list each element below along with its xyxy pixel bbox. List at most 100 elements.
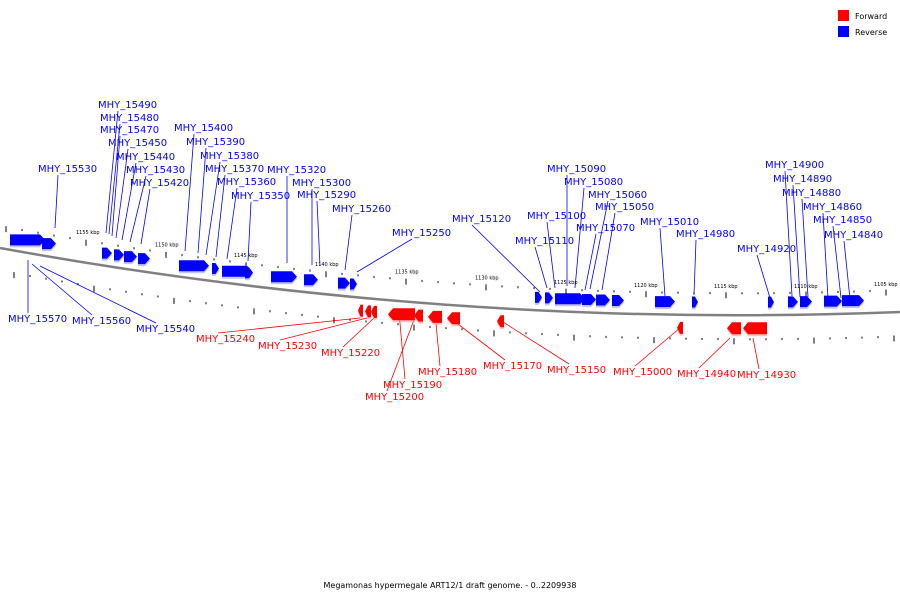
reverse-gene-arrow xyxy=(555,293,585,305)
forward-leader-line xyxy=(502,321,570,365)
forward-gene-labels: MHY_15240MHY_15230MHY_15220MHY_15190MHY_… xyxy=(196,334,796,403)
reverse-leader-line xyxy=(247,201,252,262)
reverse-gene-label: MHY_15110 xyxy=(515,236,574,247)
reverse-gene-label: MHY_15260 xyxy=(332,204,391,215)
reverse-gene-label: MHY_14880 xyxy=(782,188,841,199)
reverse-leader-line xyxy=(784,170,793,297)
reverse-gene-arrow xyxy=(179,260,209,272)
scale-tick-label: 1105 kbp xyxy=(874,282,898,288)
reverse-leader-line xyxy=(205,161,221,256)
reverse-leader-line xyxy=(129,175,147,243)
forward-gene-arrow xyxy=(497,315,504,328)
forward-gene-label: MHY_15150 xyxy=(547,365,606,376)
reverse-leader-line xyxy=(659,227,666,297)
scale-tick-label: 1150 kbp xyxy=(155,242,179,248)
reverse-gene-arrow xyxy=(271,271,297,283)
reverse-gene-label: MHY_15570 xyxy=(8,314,67,325)
reverse-gene-arrow xyxy=(768,296,774,308)
reverse-leader-line xyxy=(843,240,851,300)
reverse-gene-label: MHY_15560 xyxy=(72,316,131,327)
reverse-gene-arrow xyxy=(655,296,675,308)
reverse-gene-label: MHY_15080 xyxy=(564,177,623,188)
reverse-gene-arrow xyxy=(138,253,150,265)
reverse-gene-arrow xyxy=(582,293,596,305)
forward-leader-line xyxy=(386,311,418,392)
reverse-leader-line xyxy=(693,239,697,296)
legend-forward-label: Forward xyxy=(855,12,887,21)
reverse-leader-line xyxy=(356,238,413,273)
reverse-gene-label: MHY_15050 xyxy=(595,202,654,213)
forward-leader-line xyxy=(634,327,681,367)
reverse-leader-line xyxy=(197,147,207,254)
reverse-gene-arrow xyxy=(304,274,318,286)
forward-gene-label: MHY_15230 xyxy=(258,341,317,352)
reverse-leader-line xyxy=(601,212,616,291)
reverse-leader-line xyxy=(792,184,801,298)
reverse-gene-arrow xyxy=(692,296,698,308)
reverse-gene-arrow xyxy=(612,294,624,306)
forward-gene-label: MHY_15000 xyxy=(613,367,672,378)
reverse-gene-label: MHY_15470 xyxy=(100,125,159,136)
forward-gene-label: MHY_15180 xyxy=(418,367,477,378)
reverse-gene-label: MHY_15360 xyxy=(217,177,276,188)
scale-tick-label: 1140 kbp xyxy=(315,262,339,268)
forward-gene-label: MHY_14940 xyxy=(677,369,736,380)
reverse-gene-label: MHY_15350 xyxy=(231,191,290,202)
reverse-gene-arrow xyxy=(338,277,350,289)
forward-gene-label: MHY_15170 xyxy=(483,361,542,372)
reverse-gene-label: MHY_14860 xyxy=(803,202,862,213)
reverse-leader-line xyxy=(574,187,585,289)
forward-gene-arrow xyxy=(371,305,377,318)
reverse-gene-label: MHY_15540 xyxy=(136,324,195,335)
reverse-gene-label: MHY_15300 xyxy=(292,178,351,189)
reverse-gene-label: MHY_15290 xyxy=(297,190,356,201)
reverse-leader-line xyxy=(54,174,59,229)
forward-gene-arrow xyxy=(677,321,683,334)
legend-forward-swatch xyxy=(838,10,849,21)
scale-tick-label: 1110 kbp xyxy=(794,284,818,290)
forward-gene-label: MHY_15190 xyxy=(383,380,442,391)
reverse-gene-arrow xyxy=(535,291,542,303)
reverse-gene-arrow xyxy=(10,234,45,246)
reverse-gene-arrow xyxy=(545,292,553,304)
forward-gene-arrow xyxy=(358,304,363,317)
reverse-gene-label: MHY_15400 xyxy=(174,123,233,134)
reverse-leader-line xyxy=(111,135,121,237)
forward-leader-line xyxy=(342,317,375,348)
reverse-gene-arrow xyxy=(596,294,610,306)
reverse-leader-line xyxy=(546,221,556,289)
reverse-gene-label: MHY_14840 xyxy=(824,230,883,241)
forward-leader-line xyxy=(279,317,368,341)
reverse-gene-label: MHY_15440 xyxy=(116,152,175,163)
reverse-gene-arrow xyxy=(222,265,252,277)
reverse-leader-line xyxy=(832,225,842,299)
reverse-leader-line xyxy=(115,148,129,239)
reverse-gene-label: MHY_15250 xyxy=(392,228,451,239)
reverse-gene-label: MHY_15070 xyxy=(576,223,635,234)
forward-gene-arrow xyxy=(365,305,371,318)
forward-leader-line xyxy=(752,337,760,370)
reverse-gene-label: MHY_14920 xyxy=(737,244,796,255)
reverse-leader-line xyxy=(822,212,829,299)
legend-reverse-label: Reverse xyxy=(855,28,887,37)
reverse-gene-label: MHY_15090 xyxy=(547,164,606,175)
reverse-leader-line xyxy=(184,133,195,252)
reverse-gene-arrow xyxy=(824,295,842,307)
reverse-gene-label: MHY_14900 xyxy=(765,160,824,171)
reverse-gene-label: MHY_15480 xyxy=(100,113,159,124)
scale-ticks xyxy=(5,226,895,345)
genome-backbone xyxy=(0,246,900,317)
forward-gene-arrow xyxy=(743,322,767,335)
reverse-gene-label: MHY_15530 xyxy=(38,164,97,175)
reverse-gene-arrow xyxy=(842,295,864,307)
legend-reverse-swatch xyxy=(838,26,849,37)
reverse-gene-label: MHY_15010 xyxy=(640,217,699,228)
reverse-gene-arrow xyxy=(788,296,798,308)
reverse-gene-arrow xyxy=(114,249,124,261)
forward-gene-arrow xyxy=(447,312,460,325)
reverse-leader-line xyxy=(534,246,548,289)
reverse-leader-line xyxy=(140,188,151,245)
reverse-gene-label: MHY_15060 xyxy=(588,190,647,201)
scale-tick-label: 1155 kbp xyxy=(76,230,100,236)
